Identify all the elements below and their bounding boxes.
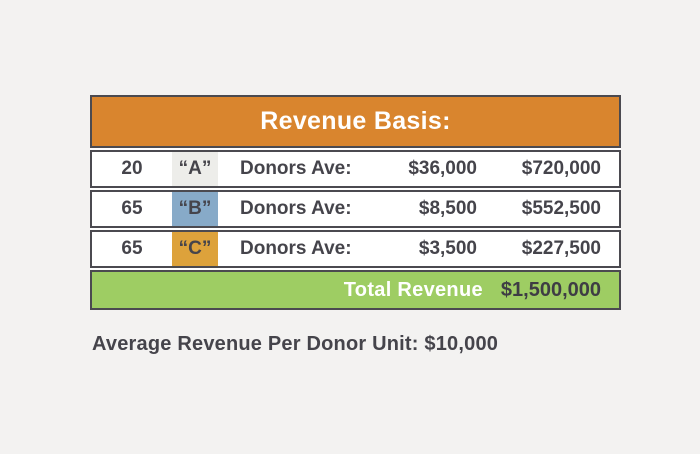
donor-count-cell: 20 [121,158,143,179]
row-right-pad [601,232,619,266]
donor-count-cell: 65 [121,198,143,219]
average-revenue-note: Average Revenue Per Donor Unit: $10,000 [92,333,499,355]
table-row: 65 “C” Donors Ave: $3,500 $227,500 [90,230,621,268]
row-right-pad [601,152,619,186]
revenue-basis-table: Revenue Basis: 20 “A” Donors Ave: $36,00… [90,95,621,310]
donor-count-cell: 65 [121,238,143,259]
average-gift-cell: $36,000 [408,158,477,179]
revenue-cell: $552,500 [521,198,601,219]
total-revenue-value: $1,500,000 [500,278,601,301]
row-right-pad [601,192,619,226]
tier-b-badge: “B” [172,192,218,226]
tier-c-badge: “C” [172,232,218,266]
average-gift-cell: $3,500 [418,238,477,259]
table-row: 65 “B” Donors Ave: $8,500 $552,500 [90,190,621,228]
table-title: Revenue Basis: [260,107,451,135]
table-header: Revenue Basis: [90,95,621,148]
average-gift-cell: $8,500 [418,198,477,219]
donors-ave-label: Donors Ave: [240,158,352,179]
total-revenue-label: Total Revenue [343,278,483,301]
revenue-cell: $720,000 [521,158,601,179]
total-revenue-row: Total Revenue $1,500,000 [90,270,621,310]
revenue-cell: $227,500 [521,238,601,259]
donors-ave-label: Donors Ave: [240,238,352,259]
donors-ave-label: Donors Ave: [240,198,352,219]
tier-a-badge: “A” [172,152,218,186]
table-row: 20 “A” Donors Ave: $36,000 $720,000 [90,150,621,188]
